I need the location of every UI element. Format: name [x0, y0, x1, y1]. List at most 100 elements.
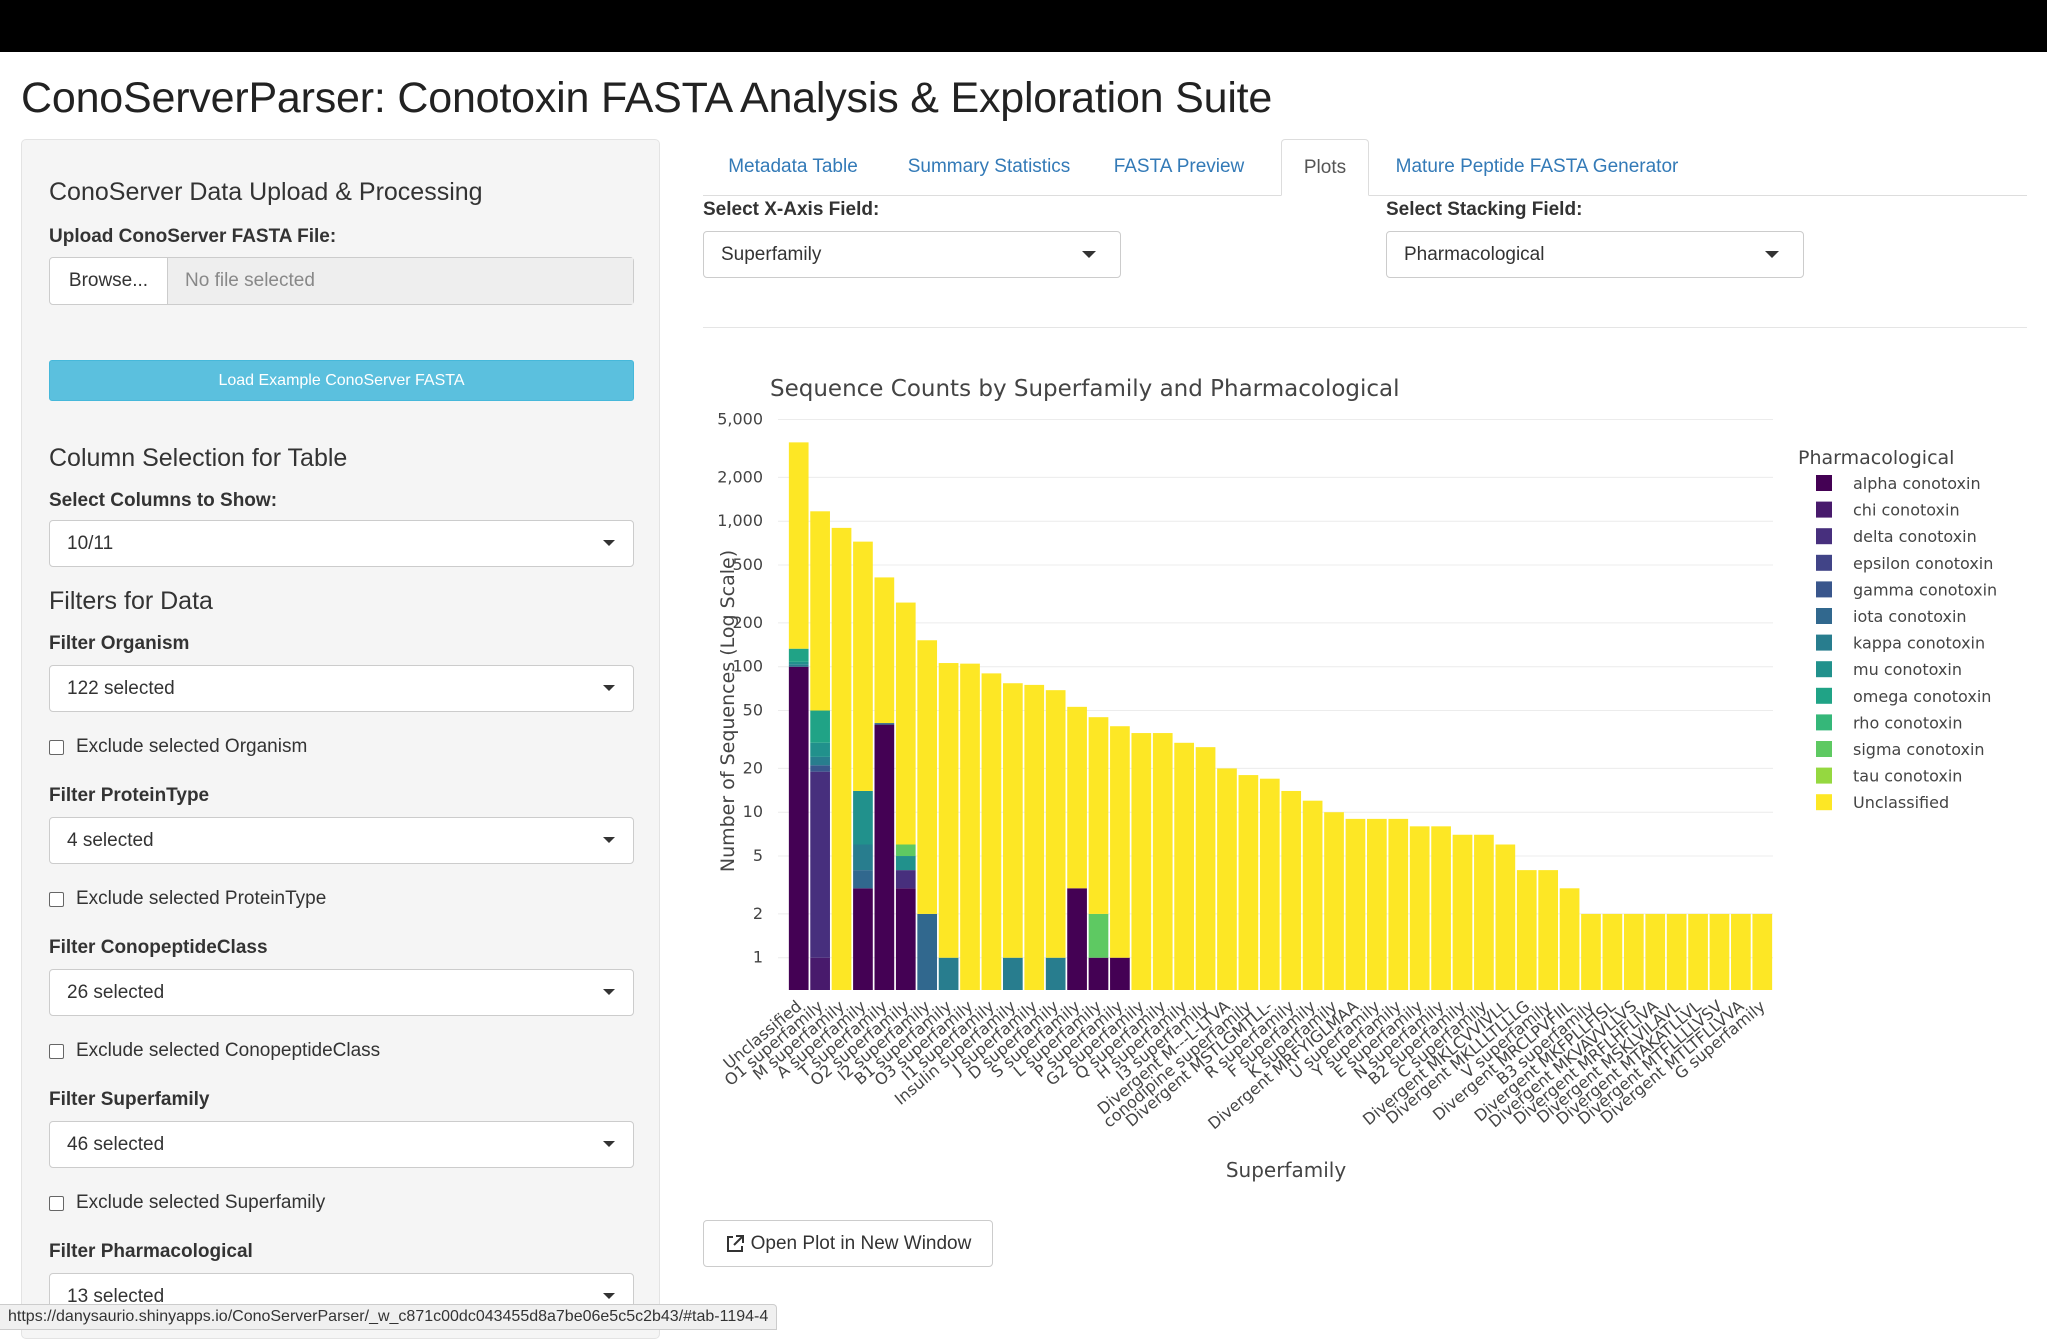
y-tick-label: 100	[732, 657, 763, 676]
bar-segment	[1302, 800, 1323, 990]
bar-segment	[1474, 834, 1494, 990]
legend-swatch	[1816, 714, 1832, 731]
y-tick-label: 1,000	[717, 511, 763, 530]
legend-label: sigma conotoxin	[1853, 740, 1985, 759]
filter-organism-label: Filter Organism	[49, 633, 190, 654]
bars	[788, 442, 1773, 990]
bar-segment	[853, 844, 873, 871]
bar-segment	[1281, 790, 1302, 990]
bar-segment	[853, 870, 873, 889]
bar-segment	[1324, 812, 1344, 990]
bar-segment	[853, 541, 873, 791]
bar-segment	[810, 511, 830, 711]
bar-segment	[788, 661, 809, 665]
page-title: ConoServerParser: Conotoxin FASTA Analys…	[21, 74, 1273, 122]
bar-segment	[1238, 775, 1259, 990]
legend-label: alpha conotoxin	[1853, 474, 1981, 493]
checkbox-icon[interactable]	[49, 1043, 64, 1059]
legend-label: gamma conotoxin	[1853, 580, 1997, 599]
caret-down-icon	[603, 540, 615, 546]
x-field-value: Superfamily	[721, 243, 822, 265]
bar-segment	[874, 723, 895, 725]
browse-button[interactable]: Browse...	[50, 258, 168, 304]
checkbox-icon[interactable]	[49, 891, 64, 907]
bar-segment	[1516, 870, 1537, 990]
bar-segment	[938, 663, 959, 958]
caret-down-icon	[603, 989, 615, 995]
caret-down-icon	[603, 1141, 615, 1147]
stack-field-label: Select Stacking Field:	[1386, 199, 1583, 220]
filter-superfamily-label: Filter Superfamily	[49, 1089, 210, 1110]
tab-mature-peptide-fasta-generator[interactable]: Mature Peptide FASTA Generator	[1395, 156, 1679, 177]
browser-top-bar	[0, 0, 2047, 52]
y-tick-label: 1	[753, 948, 763, 967]
bar-segment	[981, 673, 1002, 990]
legend-swatch	[1816, 767, 1832, 784]
legend-swatch	[1816, 661, 1832, 678]
columns-heading: Column Selection for Table	[49, 444, 348, 472]
tab-fasta-preview[interactable]: FASTA Preview	[1113, 156, 1245, 177]
bar-segment	[1645, 913, 1666, 990]
file-upload-input[interactable]: Browse... No file selected	[49, 257, 634, 305]
upload-heading: ConoServer Data Upload & Processing	[49, 178, 483, 206]
bar-segment	[895, 870, 916, 889]
filter-organism-select[interactable]: 122 selected	[49, 665, 634, 712]
tab-summary-statistics[interactable]: Summary Statistics	[907, 156, 1071, 177]
bar-segment	[1581, 913, 1601, 990]
exclude-superfamily-label: Exclude selected Superfamily	[76, 1192, 326, 1213]
exclude-superfamily-checkbox[interactable]: Exclude selected Superfamily	[49, 1192, 325, 1214]
exclude-conopeptideclass-checkbox[interactable]: Exclude selected ConopeptideClass	[49, 1040, 380, 1062]
bar-segment	[1045, 957, 1066, 990]
legend-swatch	[1816, 501, 1832, 518]
filter-superfamily-select[interactable]: 46 selected	[49, 1121, 634, 1168]
x-axis-title: Superfamily	[1226, 1158, 1346, 1182]
tab-metadata-table[interactable]: Metadata Table	[728, 156, 858, 177]
x-field-label: Select X-Axis Field:	[703, 199, 880, 220]
columns-select[interactable]: 10/11	[49, 520, 634, 567]
bar-segment	[895, 602, 916, 845]
external-link-icon	[726, 1234, 744, 1252]
caret-down-icon	[603, 1293, 615, 1299]
bar-segment	[938, 957, 959, 990]
file-name-display: No file selected	[168, 258, 633, 304]
y-tick-label: 2	[753, 904, 763, 923]
bar-segment	[1559, 888, 1580, 990]
load-example-button[interactable]: Load Example ConoServer FASTA	[49, 360, 634, 401]
bar-segment	[788, 664, 809, 667]
sidebar-panel: ConoServer Data Upload & Processing Uplo…	[21, 139, 660, 1339]
legend: alpha conotoxin chi conotoxin delta conoto…	[1816, 474, 1997, 812]
bar-segment	[1259, 778, 1280, 990]
legend-label: epsilon conotoxin	[1853, 554, 1993, 573]
legend-swatch	[1816, 794, 1832, 811]
legend-title: Pharmacological	[1798, 447, 1954, 469]
filter-conopeptideclass-select[interactable]: 26 selected	[49, 969, 634, 1016]
bar-segment	[1367, 818, 1387, 990]
x-field-select[interactable]: Superfamily	[703, 231, 1121, 278]
bar-segment	[1088, 913, 1109, 958]
legend-label: chi conotoxin	[1853, 501, 1960, 520]
bar-segment	[1174, 742, 1194, 990]
bar-segment	[1709, 913, 1730, 990]
bar-segment	[788, 442, 809, 649]
stack-field-select[interactable]: Pharmacological	[1386, 231, 1804, 278]
legend-label: delta conotoxin	[1853, 527, 1977, 546]
y-axis-title: Number of Sequences (Log Scale)	[717, 550, 739, 872]
legend-label: mu conotoxin	[1853, 660, 1962, 679]
tab-plots[interactable]: Plots	[1281, 139, 1369, 196]
main-tabs: Metadata Table Summary Statistics FASTA …	[703, 139, 2027, 196]
bar-segment	[810, 771, 830, 958]
exclude-proteintype-checkbox[interactable]: Exclude selected ProteinType	[49, 888, 326, 910]
bar-segment	[1495, 844, 1516, 990]
bar-segment	[853, 790, 873, 845]
exclude-organism-checkbox[interactable]: Exclude selected Organism	[49, 736, 307, 758]
filter-proteintype-select[interactable]: 4 selected	[49, 817, 634, 864]
bar-segment	[810, 765, 830, 772]
checkbox-icon[interactable]	[49, 739, 64, 755]
bar-segment	[1045, 690, 1066, 958]
legend-label: kappa conotoxin	[1853, 634, 1985, 653]
open-plot-new-window-button[interactable]: Open Plot in New Window	[703, 1220, 993, 1267]
filter-pharmacological-value: 13 selected	[67, 1285, 165, 1307]
legend-label: omega conotoxin	[1853, 687, 1991, 706]
checkbox-icon[interactable]	[49, 1195, 64, 1211]
